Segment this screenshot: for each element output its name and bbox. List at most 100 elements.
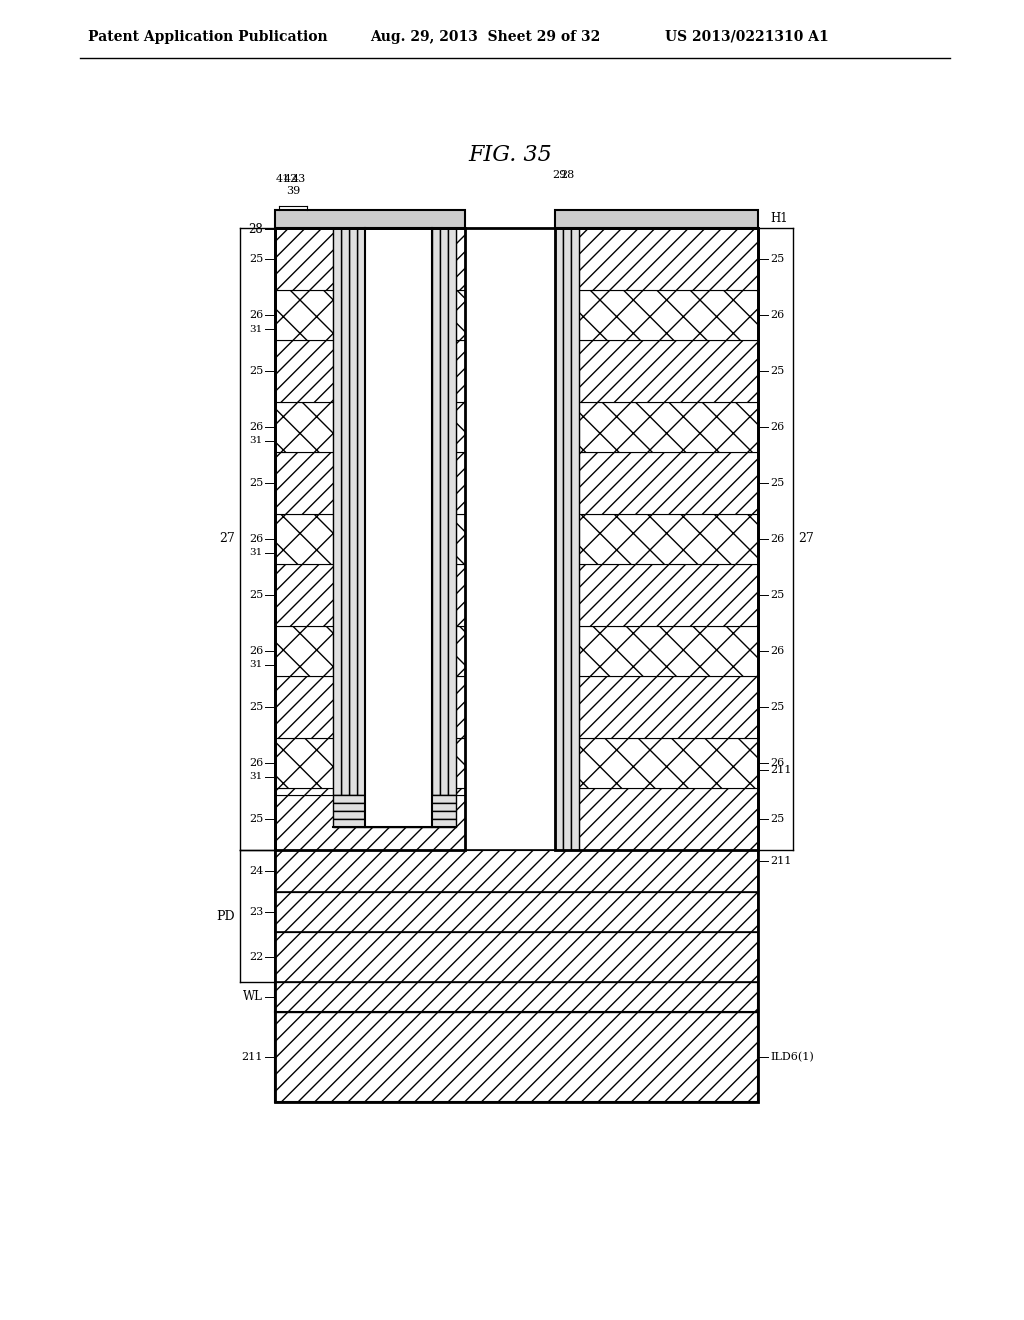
Text: 41: 41 <box>275 174 290 183</box>
Bar <box>571 228 579 850</box>
Bar <box>579 788 758 850</box>
Bar <box>333 228 341 795</box>
Text: 31: 31 <box>250 660 263 669</box>
Bar <box>275 788 333 795</box>
Bar <box>275 850 758 892</box>
Text: 26: 26 <box>770 310 784 319</box>
Bar <box>579 513 758 564</box>
Text: 211: 211 <box>770 855 792 866</box>
Bar <box>456 228 465 290</box>
Bar <box>275 210 465 228</box>
Bar <box>456 451 465 513</box>
Bar <box>275 738 333 788</box>
Bar <box>275 564 333 626</box>
Bar <box>579 403 758 451</box>
Bar <box>456 341 465 403</box>
Text: 24: 24 <box>249 866 263 876</box>
Text: WL: WL <box>243 990 263 1003</box>
Text: 22: 22 <box>249 952 263 962</box>
Bar <box>275 564 333 626</box>
Bar <box>579 626 758 676</box>
Bar <box>275 1012 758 1102</box>
Bar <box>456 738 465 788</box>
Bar <box>275 290 333 341</box>
Text: 26: 26 <box>249 535 263 544</box>
Bar <box>456 626 465 676</box>
Text: 26: 26 <box>770 645 784 656</box>
Bar <box>275 403 333 451</box>
Bar <box>333 795 456 803</box>
Text: 25: 25 <box>249 478 263 488</box>
Bar <box>456 738 465 788</box>
Text: 26: 26 <box>770 758 784 768</box>
Text: 27: 27 <box>798 532 814 545</box>
Text: 39: 39 <box>286 186 300 195</box>
Bar <box>579 451 758 513</box>
Bar <box>275 341 333 403</box>
Bar <box>275 982 758 1012</box>
Bar <box>579 788 758 850</box>
Bar <box>275 513 333 564</box>
Bar <box>275 451 333 513</box>
Bar <box>456 290 465 341</box>
Bar <box>456 403 465 451</box>
Bar <box>275 1012 758 1102</box>
Bar <box>440 228 449 795</box>
Bar <box>333 810 456 818</box>
Bar <box>275 676 333 738</box>
Bar <box>456 290 465 341</box>
Bar <box>456 788 465 795</box>
Bar <box>579 290 758 341</box>
Bar <box>333 803 456 810</box>
Text: 31: 31 <box>250 325 263 334</box>
Text: 25: 25 <box>770 253 784 264</box>
Bar <box>555 210 758 228</box>
Bar <box>275 892 758 932</box>
Bar <box>275 626 333 676</box>
Text: FIG. 35: FIG. 35 <box>468 144 552 166</box>
Bar <box>275 228 333 290</box>
Bar <box>275 892 758 932</box>
Bar <box>456 676 465 738</box>
Bar <box>456 341 465 403</box>
Bar <box>555 228 563 850</box>
Bar <box>579 290 758 341</box>
Text: 31: 31 <box>250 437 263 445</box>
Bar <box>456 788 465 795</box>
Text: 26: 26 <box>770 535 784 544</box>
Bar <box>579 564 758 626</box>
Bar <box>275 290 333 341</box>
Bar <box>275 932 758 982</box>
Bar <box>456 564 465 626</box>
Text: 28: 28 <box>248 223 263 235</box>
Bar <box>275 932 758 982</box>
Bar <box>333 818 456 828</box>
Text: ILD6(1): ILD6(1) <box>770 1052 814 1063</box>
Text: 25: 25 <box>770 814 784 824</box>
Bar <box>275 795 465 850</box>
Bar <box>579 676 758 738</box>
Bar <box>275 228 758 1102</box>
Text: 25: 25 <box>249 702 263 711</box>
Bar <box>365 228 432 828</box>
Text: 211: 211 <box>242 1052 263 1063</box>
Text: 28: 28 <box>560 170 574 180</box>
Bar <box>275 228 465 850</box>
Bar <box>456 228 465 290</box>
Bar <box>579 403 758 451</box>
Text: 25: 25 <box>770 478 784 488</box>
Text: 25: 25 <box>249 814 263 824</box>
Bar <box>275 795 465 850</box>
Text: 25: 25 <box>770 702 784 711</box>
Text: 25: 25 <box>249 253 263 264</box>
Bar <box>275 228 333 290</box>
Bar <box>579 513 758 564</box>
Bar <box>275 451 333 513</box>
Text: 25: 25 <box>770 590 784 601</box>
Bar <box>275 513 333 564</box>
Bar <box>275 850 758 892</box>
Bar <box>456 451 465 513</box>
Text: Aug. 29, 2013  Sheet 29 of 32: Aug. 29, 2013 Sheet 29 of 32 <box>370 30 600 44</box>
Bar <box>456 676 465 738</box>
Bar <box>579 738 758 788</box>
